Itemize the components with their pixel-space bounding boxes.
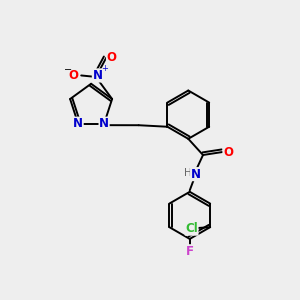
Text: −: − [64,65,72,75]
Text: +: + [101,64,108,73]
Text: N: N [73,117,83,130]
Text: H: H [184,168,192,178]
Text: Cl: Cl [185,222,198,235]
Text: F: F [186,245,194,258]
Text: O: O [223,146,233,159]
Text: N: N [92,69,102,82]
Text: N: N [190,168,201,181]
Text: N: N [99,117,109,130]
Text: O: O [106,51,116,64]
Text: O: O [68,69,78,82]
